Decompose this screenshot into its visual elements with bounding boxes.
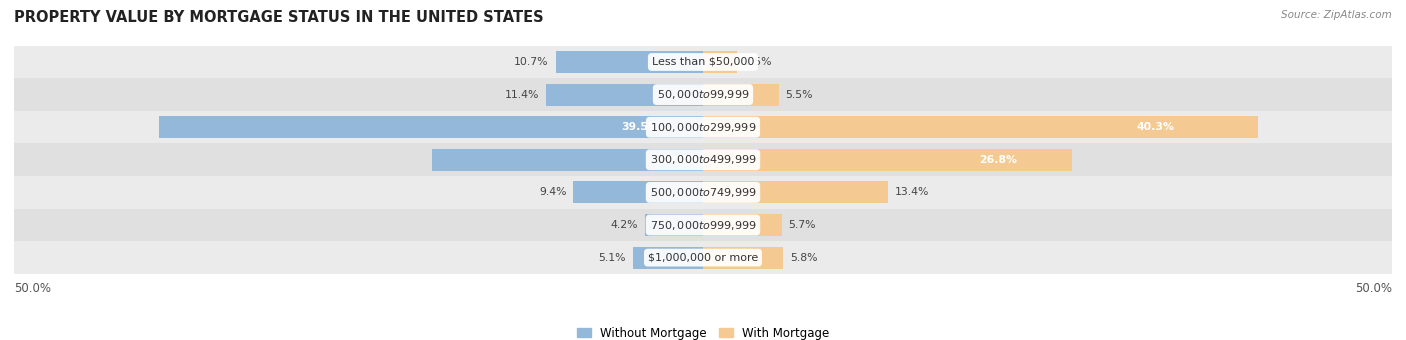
- Text: 2.5%: 2.5%: [744, 57, 772, 67]
- Bar: [703, 84, 779, 106]
- Text: 5.8%: 5.8%: [790, 253, 817, 262]
- Text: $50,000 to $99,999: $50,000 to $99,999: [657, 88, 749, 101]
- Bar: [14, 143, 1392, 176]
- Bar: [14, 78, 1392, 111]
- Text: Less than $50,000: Less than $50,000: [652, 57, 754, 67]
- Text: 5.7%: 5.7%: [789, 220, 815, 230]
- Bar: [555, 51, 703, 73]
- Bar: [703, 214, 782, 236]
- Text: 11.4%: 11.4%: [505, 90, 538, 100]
- Bar: [546, 84, 703, 106]
- Text: $100,000 to $299,999: $100,000 to $299,999: [650, 121, 756, 134]
- Text: 26.8%: 26.8%: [979, 155, 1017, 165]
- Bar: [645, 214, 703, 236]
- Text: 50.0%: 50.0%: [1355, 282, 1392, 295]
- Text: 39.5%: 39.5%: [621, 122, 659, 132]
- Text: 50.0%: 50.0%: [14, 282, 51, 295]
- Text: 40.3%: 40.3%: [1137, 122, 1175, 132]
- Text: $1,000,000 or more: $1,000,000 or more: [648, 253, 758, 262]
- Bar: [703, 51, 738, 73]
- Text: $500,000 to $749,999: $500,000 to $749,999: [650, 186, 756, 199]
- Bar: [14, 209, 1392, 241]
- Text: 13.4%: 13.4%: [894, 187, 929, 198]
- Legend: Without Mortgage, With Mortgage: Without Mortgage, With Mortgage: [572, 322, 834, 340]
- Bar: [703, 116, 1258, 138]
- Bar: [159, 116, 703, 138]
- Text: 19.7%: 19.7%: [662, 155, 700, 165]
- Bar: [14, 241, 1392, 274]
- Text: 5.1%: 5.1%: [599, 253, 626, 262]
- Text: 5.5%: 5.5%: [786, 90, 813, 100]
- Text: $750,000 to $999,999: $750,000 to $999,999: [650, 219, 756, 232]
- Bar: [14, 46, 1392, 78]
- Bar: [633, 246, 703, 269]
- Text: 9.4%: 9.4%: [538, 187, 567, 198]
- Text: 10.7%: 10.7%: [515, 57, 548, 67]
- Bar: [574, 181, 703, 203]
- Bar: [703, 149, 1073, 171]
- Bar: [14, 176, 1392, 209]
- Bar: [14, 111, 1392, 143]
- Text: PROPERTY VALUE BY MORTGAGE STATUS IN THE UNITED STATES: PROPERTY VALUE BY MORTGAGE STATUS IN THE…: [14, 10, 544, 25]
- Text: 4.2%: 4.2%: [610, 220, 638, 230]
- Text: $300,000 to $499,999: $300,000 to $499,999: [650, 153, 756, 166]
- Text: Source: ZipAtlas.com: Source: ZipAtlas.com: [1281, 10, 1392, 20]
- Bar: [703, 181, 887, 203]
- Bar: [703, 246, 783, 269]
- Bar: [432, 149, 703, 171]
